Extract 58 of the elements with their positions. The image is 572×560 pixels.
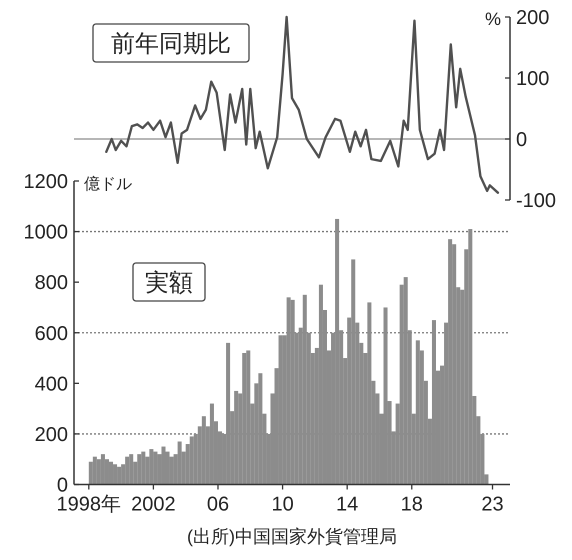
y-tick-label: 800 xyxy=(34,272,68,294)
bar xyxy=(210,404,214,484)
bar xyxy=(234,390,238,484)
bar xyxy=(302,294,307,484)
bar xyxy=(117,466,122,484)
bar xyxy=(92,456,97,484)
bar xyxy=(351,259,356,484)
y2-tick-label: 0 xyxy=(516,129,528,151)
x-tick-label: 06 xyxy=(206,494,230,516)
bar xyxy=(226,342,230,484)
bar xyxy=(178,442,182,484)
bar xyxy=(137,454,142,484)
bar xyxy=(286,297,291,484)
bar xyxy=(242,352,246,484)
y2label: % xyxy=(484,9,501,29)
bar xyxy=(190,436,194,484)
bar xyxy=(100,454,105,484)
x-tick-label: 18 xyxy=(400,494,423,516)
bar xyxy=(149,449,154,484)
y2-tick-label: 200 xyxy=(516,7,550,29)
text: (出所)中国国家外貨管理局 xyxy=(187,526,397,546)
bar xyxy=(108,462,114,484)
y-tick-label: 1000 xyxy=(24,222,68,244)
bar xyxy=(367,302,372,484)
bar xyxy=(153,452,158,484)
bar xyxy=(161,446,166,484)
bar xyxy=(125,456,130,484)
x-tick-label: 10 xyxy=(271,494,294,516)
bar xyxy=(318,284,323,484)
bar xyxy=(416,340,420,484)
bar xyxy=(113,464,118,484)
y-tick-label: 1200 xyxy=(24,171,68,193)
bar xyxy=(335,218,340,484)
annotation: 前年同期比 xyxy=(111,30,231,58)
bar xyxy=(129,454,134,484)
bar xyxy=(246,350,250,484)
y-tick-label: 200 xyxy=(34,424,68,446)
bar xyxy=(468,229,472,484)
ylabel: 億ドル xyxy=(84,176,132,193)
y2-tick-label: 100 xyxy=(516,68,550,90)
bar xyxy=(141,452,146,484)
x-tick-label: 23 xyxy=(481,494,504,516)
annotation: 実額 xyxy=(145,270,193,297)
bar xyxy=(432,320,436,484)
bar xyxy=(202,416,206,484)
y2-tick-label: -100 xyxy=(516,190,556,212)
bar xyxy=(404,277,408,484)
y-tick-label: 0 xyxy=(56,474,68,496)
bar xyxy=(448,239,452,484)
bar xyxy=(258,373,262,484)
bar xyxy=(278,335,283,484)
y-tick-label: 600 xyxy=(34,322,68,345)
bar xyxy=(290,300,295,484)
x-tick-label: 2002 xyxy=(131,494,176,516)
x-tick-label: 14 xyxy=(336,494,358,516)
x-tick-label: 1998年 xyxy=(56,494,122,516)
y-tick-label: 400 xyxy=(34,373,68,396)
bar xyxy=(384,307,388,484)
